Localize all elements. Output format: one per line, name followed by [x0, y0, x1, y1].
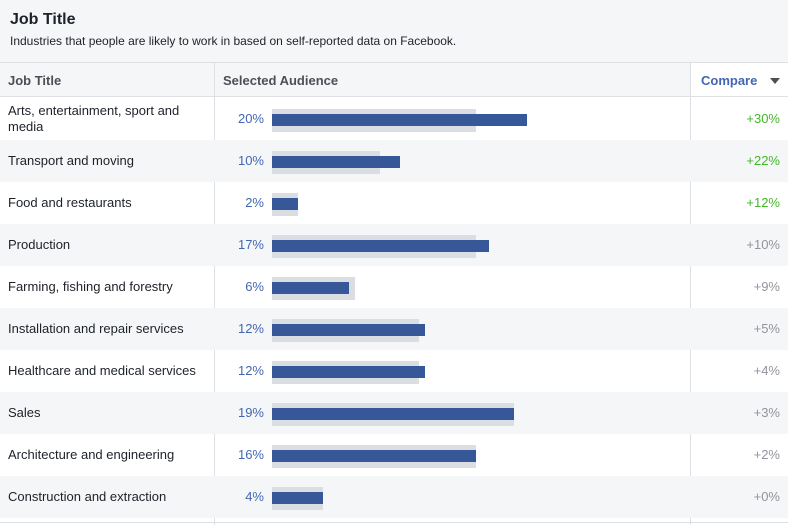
table-row: Architecture and engineering 16% +2%	[0, 434, 788, 476]
job-title-label: Farming, fishing and forestry	[8, 279, 173, 294]
table-row: Farming, fishing and forestry 6% +9%	[0, 266, 788, 308]
audience-bar	[272, 114, 527, 126]
column-divider	[214, 63, 215, 525]
job-title-label: Arts, entertainment, sport and media	[8, 103, 180, 134]
compare-value: +9%	[753, 279, 780, 294]
compare-label: Compare	[701, 73, 758, 88]
audience-percent: 16%	[237, 447, 264, 462]
audience-percent: 12%	[237, 363, 264, 378]
audience-bar	[272, 240, 489, 252]
section-title: Job Title	[10, 11, 76, 28]
job-title-label: Production	[8, 237, 71, 252]
table-row: Production 17% +10%	[0, 224, 788, 266]
job-title-label: Food and restaurants	[8, 195, 132, 210]
job-title-column-header[interactable]: Job Title	[8, 73, 62, 88]
compare-value: +2%	[753, 447, 780, 462]
table-row: Sales 19% +3%	[0, 392, 788, 434]
compare-value: +12%	[746, 195, 780, 210]
selected-audience-column-header[interactable]: Selected Audience	[223, 73, 339, 88]
chevron-down-icon	[770, 78, 780, 84]
audience-percent: 2%	[245, 195, 264, 210]
audience-bar	[272, 198, 298, 210]
compare-value: +3%	[753, 405, 780, 420]
table-row: Arts, entertainment, sport and media 20% +…	[0, 98, 788, 140]
audience-bar	[272, 492, 323, 504]
table-row: Installation and repair services 12% +5%	[0, 308, 788, 350]
audience-percent: 19%	[237, 405, 264, 420]
audience-percent: 20%	[237, 111, 264, 126]
audience-bar	[272, 324, 425, 336]
job-title-label: Healthcare and medical services	[8, 363, 196, 378]
compare-value: +4%	[753, 363, 780, 378]
job-title-label: Installation and repair services	[8, 321, 184, 336]
section-header: Job Title Industries that people are lik…	[0, 0, 788, 63]
compare-dropdown[interactable]: Compare	[690, 63, 788, 96]
table-header: Job Title Selected Audience Compare	[0, 63, 788, 97]
audience-bar	[272, 282, 349, 294]
compare-value: +10%	[746, 237, 780, 252]
audience-percent: 4%	[245, 489, 264, 504]
audience-bar	[272, 408, 514, 420]
job-title-label: Architecture and engineering	[8, 447, 175, 462]
audience-bar	[272, 450, 476, 462]
audience-percent: 12%	[237, 321, 264, 336]
compare-value: +22%	[746, 153, 780, 168]
table-row: Healthcare and medical services 12% +4%	[0, 350, 788, 392]
audience-percent: 17%	[237, 237, 264, 252]
table-row: Construction and extraction 4% +0%	[0, 476, 788, 518]
audience-percent: 10%	[237, 153, 264, 168]
section-subtitle: Industries that people are likely to wor…	[10, 34, 457, 48]
compare-value: +30%	[746, 111, 780, 126]
table-row: Transport and moving 10% +22%	[0, 140, 788, 182]
table-body: Arts, entertainment, sport and media 20% +…	[0, 98, 788, 518]
table-bottom-border	[0, 522, 788, 523]
compare-value: +0%	[753, 489, 780, 504]
audience-bar	[272, 156, 400, 168]
audience-percent: 6%	[245, 279, 264, 294]
job-title-label: Transport and moving	[8, 153, 134, 168]
compare-value: +5%	[753, 321, 780, 336]
table-row: Food and restaurants 2% +12%	[0, 182, 788, 224]
job-title-label: Sales	[8, 405, 41, 420]
audience-bar	[272, 366, 425, 378]
job-title-label: Construction and extraction	[8, 489, 167, 504]
